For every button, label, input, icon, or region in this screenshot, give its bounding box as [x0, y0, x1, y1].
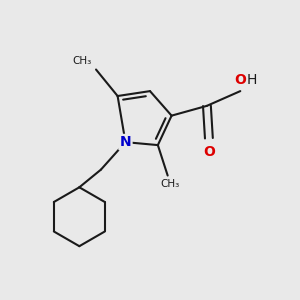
- Text: N: N: [120, 135, 131, 149]
- Text: O: O: [234, 73, 246, 87]
- Text: CH₃: CH₃: [160, 179, 179, 189]
- Text: CH₃: CH₃: [73, 56, 92, 66]
- Text: H: H: [247, 73, 257, 87]
- Text: O: O: [203, 145, 215, 159]
